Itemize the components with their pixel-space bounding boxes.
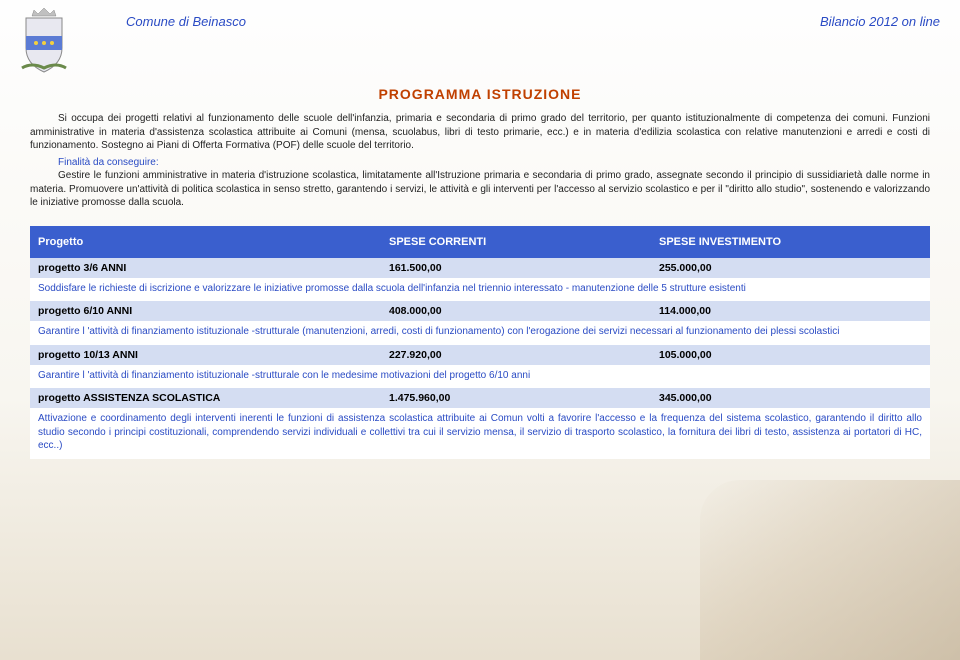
content-area: PROGRAMMA ISTRUZIONE Si occupa dei proge… bbox=[0, 76, 960, 459]
project-correnti: 408.000,00 bbox=[381, 301, 651, 321]
col-investimento: SPESE INVESTIMENTO bbox=[651, 226, 930, 258]
header-municipality: Comune di Beinasco bbox=[126, 14, 246, 29]
intro-paragraph: Si occupa dei progetti relativi al funzi… bbox=[30, 112, 930, 153]
finalita-label: Finalità da conseguire: bbox=[58, 157, 159, 168]
finalita-paragraph: Finalità da conseguire: Gestire le funzio… bbox=[30, 156, 930, 210]
project-correnti: 227.920,00 bbox=[381, 345, 651, 365]
project-name: progetto 10/13 ANNI bbox=[30, 345, 381, 365]
page-title: PROGRAMMA ISTRUZIONE bbox=[30, 86, 930, 102]
municipality-crest-icon bbox=[12, 6, 76, 76]
table-row: progetto ASSISTENZA SCOLASTICA 1.475.960… bbox=[30, 388, 930, 408]
projects-table: Progetto SPESE CORRENTI SPESE INVESTIMEN… bbox=[30, 226, 930, 459]
project-investimento: 105.000,00 bbox=[651, 345, 930, 365]
project-desc: Attivazione e coordinamento degli interv… bbox=[30, 408, 930, 459]
project-desc: Garantire l 'attività di finanziamento i… bbox=[30, 365, 930, 389]
col-correnti: SPESE CORRENTI bbox=[381, 226, 651, 258]
project-investimento: 114.000,00 bbox=[651, 301, 930, 321]
intro-text: Si occupa dei progetti relativi al funzi… bbox=[30, 113, 930, 151]
finalita-text: Gestire le funzioni amministrative in ma… bbox=[30, 170, 930, 208]
header-title-row: Comune di Beinasco Bilancio 2012 on line bbox=[76, 6, 940, 29]
project-desc: Soddisfare le richieste di iscrizione e … bbox=[30, 278, 930, 302]
project-investimento: 345.000,00 bbox=[651, 388, 930, 408]
project-correnti: 1.475.960,00 bbox=[381, 388, 651, 408]
page-header: Comune di Beinasco Bilancio 2012 on line bbox=[0, 0, 960, 76]
col-progetto: Progetto bbox=[30, 226, 381, 258]
table-row: progetto 3/6 ANNI 161.500,00 255.000,00 bbox=[30, 258, 930, 278]
project-name: progetto ASSISTENZA SCOLASTICA bbox=[30, 388, 381, 408]
table-header-row: Progetto SPESE CORRENTI SPESE INVESTIMEN… bbox=[30, 226, 930, 258]
table-row: progetto 6/10 ANNI 408.000,00 114.000,00 bbox=[30, 301, 930, 321]
header-document-title: Bilancio 2012 on line bbox=[820, 14, 940, 29]
project-correnti: 161.500,00 bbox=[381, 258, 651, 278]
table-row: progetto 10/13 ANNI 227.920,00 105.000,0… bbox=[30, 345, 930, 365]
project-desc: Garantire l 'attività di finanziamento i… bbox=[30, 321, 930, 345]
background-decoration bbox=[700, 480, 960, 660]
project-name: progetto 6/10 ANNI bbox=[30, 301, 381, 321]
project-name: progetto 3/6 ANNI bbox=[30, 258, 381, 278]
project-investimento: 255.000,00 bbox=[651, 258, 930, 278]
